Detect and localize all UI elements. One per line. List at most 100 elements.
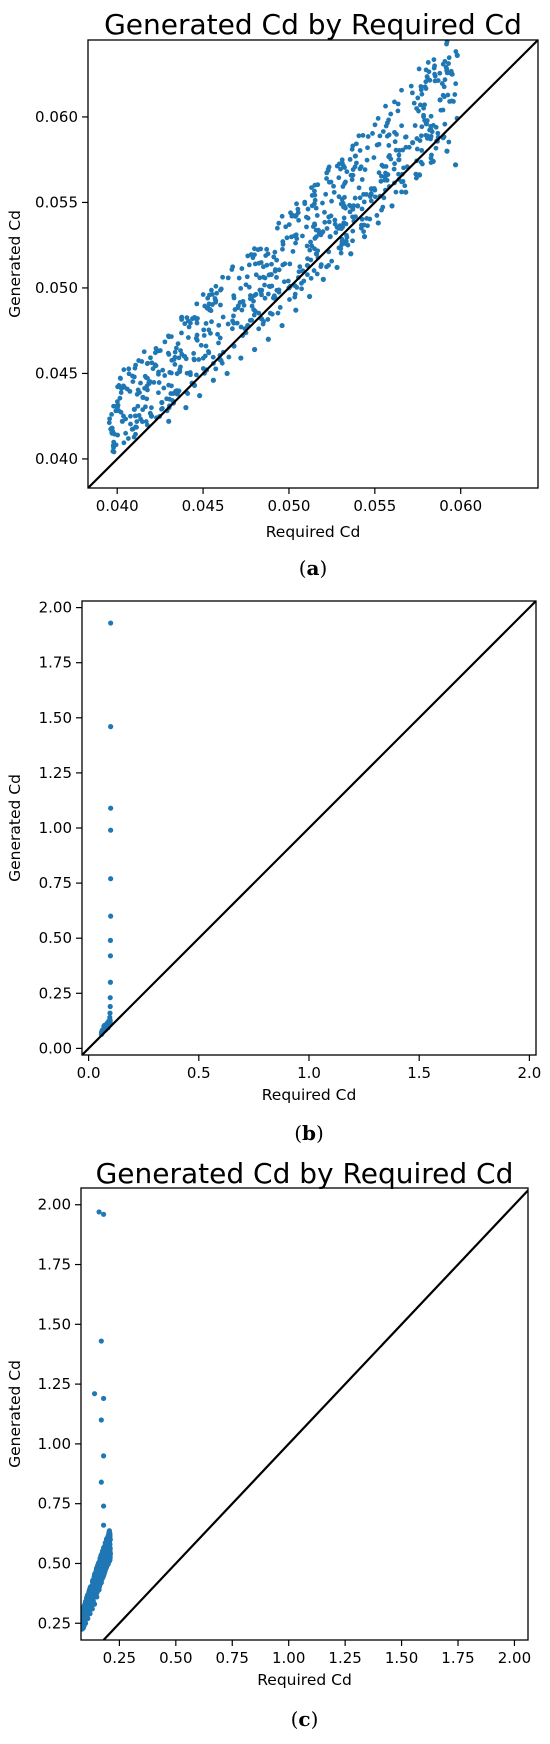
data-point [209, 287, 214, 293]
data-point [240, 299, 246, 304]
data-point [108, 913, 114, 919]
data-point [176, 355, 182, 361]
data-point [396, 171, 401, 177]
data-point [213, 366, 219, 372]
data-point [380, 163, 386, 169]
data-point [282, 261, 288, 267]
data-point [210, 302, 215, 307]
data-point [144, 361, 150, 367]
data-point [342, 165, 347, 170]
data-point [276, 267, 282, 273]
data-point [94, 1582, 100, 1588]
data-point [384, 133, 390, 139]
scatter-points [106, 40, 460, 455]
data-point [410, 90, 415, 96]
data-point [192, 314, 197, 320]
data-point [440, 61, 446, 67]
data-point [135, 387, 141, 393]
data-point [312, 188, 317, 194]
data-point [238, 286, 244, 291]
data-point [274, 257, 280, 263]
data-point [159, 399, 165, 406]
data-point [361, 199, 367, 205]
data-point [431, 57, 437, 63]
data-point [386, 117, 391, 123]
x-axis-label: Required Cd [266, 523, 361, 541]
data-point [332, 217, 338, 223]
data-point [196, 357, 202, 362]
panel-caption: (a) [299, 556, 328, 580]
data-point [218, 358, 224, 363]
data-point [353, 214, 358, 220]
data-point [225, 275, 231, 281]
y-axis-label: Generated Cd [6, 774, 24, 882]
data-point [185, 335, 191, 340]
data-point [329, 258, 335, 264]
data-point [160, 367, 166, 373]
data-point [140, 407, 146, 413]
data-point [333, 230, 339, 236]
data-point [133, 362, 139, 368]
data-point [444, 41, 449, 47]
data-point [272, 249, 278, 255]
data-point [348, 251, 354, 257]
data-point [319, 230, 325, 236]
data-point [293, 240, 298, 246]
data-point [136, 413, 142, 418]
data-point [241, 302, 247, 308]
data-point [320, 200, 325, 206]
y-tick-label: 2.00 [38, 1196, 71, 1214]
data-point [234, 320, 240, 326]
y-tick-label: 2.00 [39, 599, 72, 617]
data-point [332, 221, 338, 227]
data-point [191, 350, 197, 356]
data-point [151, 379, 157, 385]
data-point [260, 274, 266, 280]
data-point [280, 246, 285, 252]
x-tick-label: 1.0 [297, 1064, 321, 1082]
data-point [433, 124, 439, 130]
data-point [352, 195, 358, 201]
data-point [305, 206, 311, 212]
reference-line-y-equals-x [82, 601, 536, 1055]
data-point [172, 362, 178, 367]
data-point [244, 274, 250, 280]
y-tick-label: 0.060 [35, 108, 78, 126]
data-point [118, 409, 124, 415]
data-point [225, 321, 231, 327]
data-point [98, 1417, 104, 1423]
data-point [356, 185, 362, 191]
data-point [360, 133, 366, 138]
x-tick-label: 1.50 [385, 1649, 418, 1667]
reference-line-y-equals-x [88, 40, 538, 488]
data-point [338, 250, 344, 256]
data-point [281, 279, 287, 285]
data-point [147, 410, 153, 416]
data-point [314, 271, 320, 277]
data-point [361, 191, 366, 197]
data-point [372, 187, 378, 193]
data-point [261, 264, 266, 270]
data-point [170, 391, 176, 396]
data-point [101, 1546, 108, 1553]
data-point [441, 84, 447, 90]
data-point [107, 416, 113, 422]
data-point [365, 134, 371, 139]
y-tick-label: 0.055 [35, 193, 78, 211]
data-point [357, 195, 363, 201]
data-point [424, 118, 430, 123]
data-point [81, 1615, 87, 1622]
axes-frame [87, 39, 539, 489]
data-point [342, 194, 347, 200]
data-point [396, 157, 402, 163]
data-point [308, 239, 313, 245]
data-point [126, 371, 132, 377]
data-point [123, 430, 129, 436]
data-point [235, 303, 241, 309]
data-point [287, 297, 292, 302]
data-point [375, 220, 381, 226]
data-point [257, 275, 263, 281]
data-point [431, 65, 437, 71]
chart-title: Generated Cd by Required Cd [104, 8, 522, 41]
data-point [352, 164, 358, 170]
